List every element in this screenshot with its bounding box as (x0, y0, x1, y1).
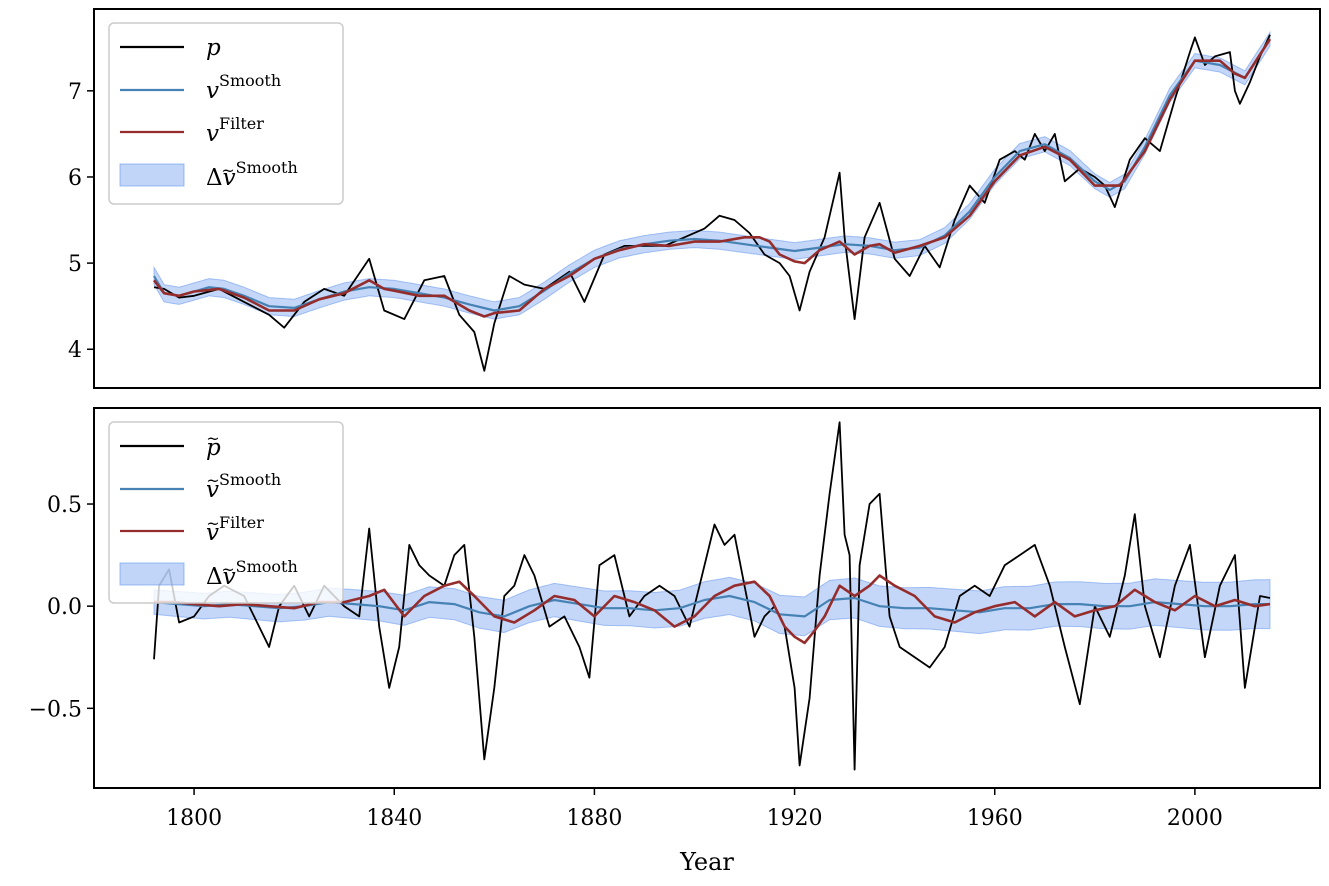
top-legend: p vSmooth vFilter ΔvSmooth ~ (108, 22, 344, 205)
bottom-legend-tilde-v-smooth: ~ (206, 471, 219, 490)
top-legend-label-v-filter: vFilter (206, 114, 264, 147)
bottom-legend-tilde-band: ~ (221, 560, 234, 579)
bottom-x-axis: 1800 1840 1880 1920 1960 2000 (166, 788, 1223, 831)
bottom-plot-frame (93, 407, 1321, 789)
top-v-filter-line (152, 38, 1272, 318)
top-legend-label-v-smooth: vSmooth (206, 71, 281, 104)
top-legend-box (108, 22, 344, 205)
bottom-legend-tilde-p: ~ (206, 429, 219, 448)
x-tick-label: 1880 (566, 806, 622, 831)
bottom-legend-swatch-band (119, 562, 185, 586)
x-tick-label: 2000 (1167, 806, 1223, 831)
bottom-v-filter-line (154, 574, 1271, 645)
bottom-y-axis: −0.5 0.0 0.5 (29, 493, 94, 722)
top-legend-label-band: ΔvSmooth (206, 158, 298, 191)
bottom-legend: p ~ vSmooth ~ vFilter ~ ΔvSmooth ~ (108, 421, 344, 604)
bottom-legend-box (108, 421, 344, 604)
bottom-legend-tilde-v-filter: ~ (206, 514, 219, 533)
top-legend-swatch-band (119, 163, 185, 187)
x-tick-label: 1960 (967, 806, 1023, 831)
x-axis-title: Year (679, 848, 734, 876)
y-tick-label: 5 (68, 252, 82, 277)
x-tick-label: 1920 (767, 806, 823, 831)
x-tick-label: 1840 (366, 806, 422, 831)
bottom-legend-label-v-smooth: vSmooth (206, 470, 281, 503)
top-panel: 4 5 6 7 p vSmooth vFilter ΔvSmooth ~ (68, 8, 1321, 389)
top-legend-label-p: p (206, 35, 221, 61)
bottom-panel: −0.5 0.0 0.5 1800 1840 1880 1920 1960 2000 Year… (29, 407, 1321, 876)
bottom-legend-label-band: ΔvSmooth (206, 557, 298, 590)
y-tick-label: 7 (68, 80, 82, 105)
top-v-smooth-line (153, 38, 1271, 312)
y-tick-label: −0.5 (29, 697, 82, 722)
bottom-legend-label-v-filter: vFilter (206, 513, 264, 546)
x-tick-label: 1800 (166, 806, 222, 831)
bottom-p-tilde-line (153, 421, 1271, 771)
bottom-legend-label-p: p (206, 435, 221, 461)
y-tick-label: 0.0 (47, 595, 82, 620)
y-tick-label: 4 (68, 338, 82, 363)
top-plot-frame (93, 8, 1321, 389)
top-legend-tilde: ~ (221, 161, 234, 180)
top-y-axis: 4 5 6 7 (68, 80, 94, 363)
y-tick-label: 6 (68, 166, 82, 191)
y-tick-label: 0.5 (47, 493, 82, 518)
top-uncertainty-band (153, 30, 1271, 320)
top-p-line (153, 34, 1271, 372)
